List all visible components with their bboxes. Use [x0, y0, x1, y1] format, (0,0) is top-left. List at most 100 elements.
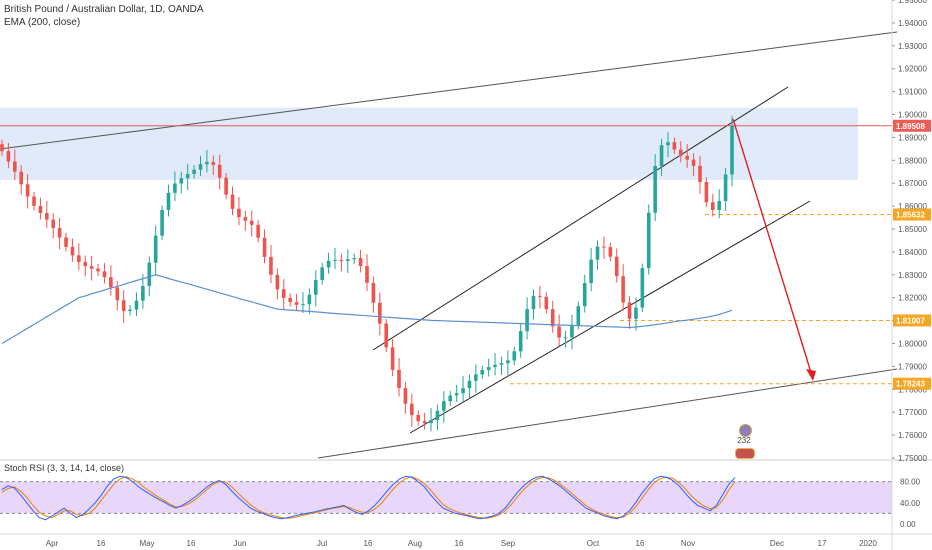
candle-body	[384, 323, 389, 348]
candle-body	[365, 266, 369, 283]
stoch-rsi-title: Stoch RSI (3, 3, 14, 14, close)	[4, 463, 125, 473]
ema-legend: EMA (200, close)	[4, 17, 81, 28]
candle-body	[179, 178, 184, 184]
candle-body	[19, 171, 24, 185]
candle-body	[486, 367, 491, 371]
price-tick-label: 1.92000	[898, 65, 927, 74]
price-tick-label: 1.86000	[898, 202, 927, 211]
candle-body	[307, 294, 312, 305]
candle-body	[128, 309, 132, 311]
candle-body	[230, 194, 235, 209]
candle-body	[89, 266, 94, 269]
candle-body	[378, 302, 382, 324]
ema-200-line	[1, 274, 733, 345]
candle-body	[320, 267, 324, 281]
candle-body	[634, 307, 638, 319]
time-label: Dec	[770, 539, 784, 548]
candle-body	[51, 219, 56, 229]
candle-body	[397, 369, 401, 389]
candle-body	[403, 388, 408, 404]
candle-body	[256, 224, 260, 238]
candle-body	[45, 212, 49, 220]
price-tick-label: 1.89000	[898, 133, 927, 142]
candle-body	[313, 280, 318, 295]
candle-body	[563, 337, 568, 339]
candle-body	[531, 295, 536, 310]
candle-body	[224, 177, 228, 195]
candle-body	[550, 309, 555, 327]
badge-base-icon	[735, 448, 755, 459]
price-labels: 1.89508 1.85632 1.81007 1.78243	[893, 119, 931, 390]
candle-body	[269, 256, 273, 275]
candle-body	[608, 247, 613, 257]
time-label: May	[139, 539, 154, 548]
candle-body	[429, 419, 433, 424]
candle-body	[653, 166, 657, 213]
time-label: Oct	[587, 539, 600, 548]
candle-body	[704, 182, 709, 203]
candle-body	[589, 259, 593, 284]
candle-body	[358, 258, 363, 267]
time-label: 16	[97, 539, 106, 548]
candle-body	[461, 388, 465, 394]
time-label: Sep	[501, 539, 516, 548]
stoch-rsi-pane[interactable]	[0, 475, 892, 521]
candle-body	[448, 395, 453, 402]
time-label: 16	[636, 539, 645, 548]
candle-body	[134, 300, 139, 310]
level-price-label: 1.81007	[896, 316, 925, 325]
candle-body	[672, 142, 677, 150]
time-label: 16	[364, 539, 373, 548]
candle-body	[83, 261, 88, 267]
candle-body	[666, 142, 670, 146]
candle-body	[6, 151, 11, 162]
candle-body	[121, 300, 126, 311]
candle-body	[698, 165, 702, 183]
candle-body	[518, 331, 523, 352]
candle-body	[185, 174, 190, 179]
candle-body	[730, 125, 734, 175]
candle-body	[506, 360, 510, 364]
candle-body	[173, 183, 177, 193]
candle-body	[627, 302, 632, 319]
candle-body	[147, 262, 152, 287]
candle-body	[102, 271, 107, 278]
candle-body	[474, 374, 478, 381]
osc-tick-label: 0.00	[900, 520, 916, 529]
price-tick-label: 1.95000	[898, 0, 927, 5]
candle-body	[166, 192, 171, 210]
projection-arrowhead-icon	[806, 369, 816, 381]
projection-arrow-line	[732, 118, 814, 380]
candle-body	[570, 324, 574, 338]
candle-body	[640, 268, 645, 308]
candle-body	[262, 237, 267, 257]
candle-body	[25, 184, 30, 197]
candle-body	[678, 149, 683, 156]
level-price-badge	[893, 314, 931, 327]
price-tick-label: 1.94000	[898, 19, 927, 28]
candle-body	[211, 161, 216, 165]
candle-body	[205, 161, 209, 165]
time-label: 17	[818, 539, 827, 548]
candle-body	[621, 276, 625, 303]
alert-badge[interactable]: 232	[733, 424, 755, 459]
level-price-badge	[893, 208, 931, 221]
candle-body	[288, 297, 292, 303]
time-label: Nov	[681, 539, 695, 548]
price-pane[interactable]	[0, 31, 898, 459]
badge-head-icon	[739, 424, 752, 437]
candle-body	[301, 304, 305, 306]
candle-body	[352, 258, 356, 260]
symbol-title: British Pound / Australian Dollar, 1D, O…	[4, 4, 204, 15]
candle-body	[544, 296, 549, 310]
candle-body	[96, 268, 100, 272]
price-tick-label: 1.78000	[898, 385, 927, 394]
candle-body	[77, 255, 81, 262]
candle-body	[499, 363, 504, 365]
candle-body	[217, 164, 222, 178]
candle-body	[602, 246, 606, 248]
candle-body	[512, 351, 517, 361]
candle-body	[198, 164, 203, 170]
price-tick-label: 1.91000	[898, 88, 927, 97]
